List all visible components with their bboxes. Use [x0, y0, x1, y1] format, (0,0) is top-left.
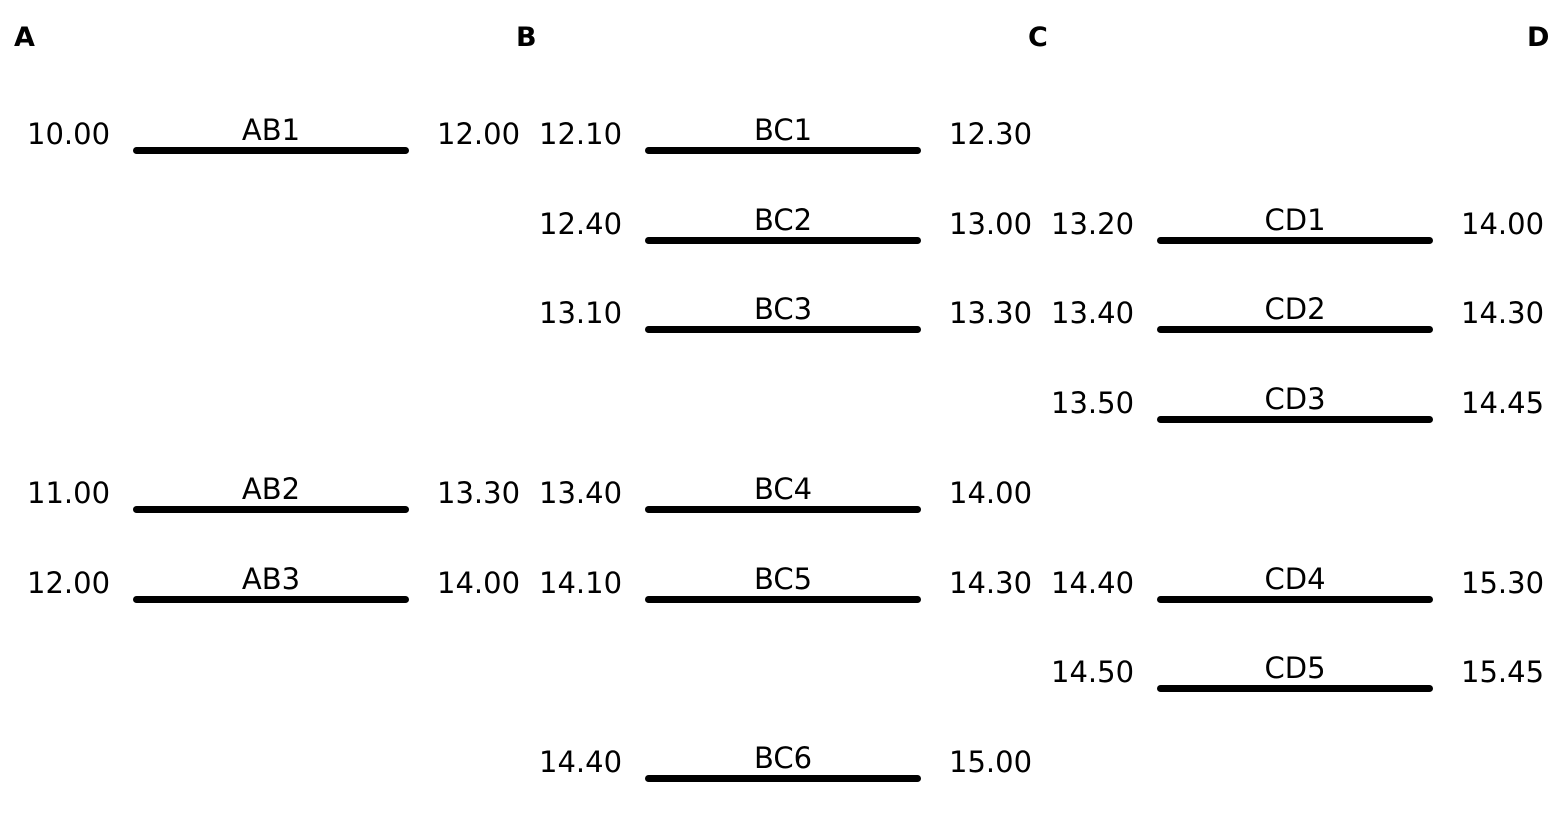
- departure-time: 12.00: [27, 565, 111, 600]
- trip-bar: [133, 505, 409, 513]
- trip-name: AB2: [241, 471, 301, 506]
- trip-bc4: BC4: [645, 472, 921, 522]
- trip-bar: [645, 505, 921, 513]
- trip-bar: [1157, 416, 1433, 424]
- departure-time: 13.50: [1051, 386, 1135, 421]
- departure-time: 14.10: [539, 565, 623, 600]
- trip-name: BC6: [753, 740, 813, 775]
- arrival-time: 14.00: [1461, 206, 1545, 241]
- trip-bar: [133, 595, 409, 603]
- trip-name: BC5: [753, 561, 813, 596]
- arrival-time: 12.00: [437, 117, 521, 151]
- trip-bar: [1157, 326, 1433, 334]
- arrival-time: 12.30: [949, 117, 1033, 151]
- arrival-time: 13.30: [437, 475, 521, 510]
- departure-time: 12.10: [539, 117, 623, 151]
- trip-ab3: AB3: [133, 562, 409, 612]
- departure-time: 14.50: [1051, 655, 1135, 690]
- departure-time: 13.20: [1051, 206, 1135, 241]
- trip-name: BC1: [753, 113, 813, 147]
- departure-time: 14.40: [539, 744, 623, 779]
- trip-cd5: CD5: [1157, 651, 1433, 701]
- trip-bc3: BC3: [645, 292, 921, 342]
- trip-bc2: BC2: [645, 203, 921, 253]
- arrival-time: 14.45: [1461, 386, 1545, 421]
- trip-bar: [1157, 685, 1433, 693]
- trip-bar: [645, 147, 921, 154]
- departure-time: 10.00: [27, 117, 111, 151]
- trip-name: BC2: [753, 202, 813, 237]
- stop-label-a: A: [14, 22, 35, 53]
- stop-label-c: C: [1028, 22, 1048, 53]
- trip-ab1: AB1: [133, 113, 409, 163]
- trip-bc1: BC1: [645, 113, 921, 163]
- departure-time: 14.40: [1051, 565, 1135, 600]
- arrival-time: 15.30: [1461, 565, 1545, 600]
- trip-bar: [1157, 236, 1433, 244]
- trip-bar: [645, 236, 921, 244]
- trip-bar: [645, 595, 921, 603]
- trip-bar: [645, 326, 921, 334]
- departure-time: 12.40: [539, 206, 623, 241]
- trip-name: CD1: [1264, 202, 1326, 237]
- trip-name: AB1: [241, 113, 301, 147]
- arrival-time: 13.30: [949, 296, 1033, 331]
- stop-label-d: D: [1527, 22, 1550, 53]
- trip-bar: [645, 774, 921, 782]
- trip-name: BC4: [753, 471, 813, 506]
- trip-bc5: BC5: [645, 562, 921, 612]
- trip-cd2: CD2: [1157, 292, 1433, 342]
- trip-bar: [133, 147, 409, 154]
- departure-time: 13.10: [539, 296, 623, 331]
- arrival-time: 15.00: [949, 744, 1033, 779]
- departure-time: 13.40: [539, 475, 623, 510]
- arrival-time: 13.00: [949, 206, 1033, 241]
- arrival-time: 14.00: [949, 475, 1033, 510]
- trip-cd3: CD3: [1157, 382, 1433, 432]
- trip-cd4: CD4: [1157, 562, 1433, 612]
- trip-ab2: AB2: [133, 472, 409, 522]
- trip-name: CD2: [1264, 292, 1326, 327]
- arrival-time: 14.30: [1461, 296, 1545, 331]
- trip-bc6: BC6: [645, 741, 921, 791]
- trip-cd1: CD1: [1157, 203, 1433, 253]
- arrival-time: 15.45: [1461, 655, 1545, 690]
- trip-name: BC3: [753, 292, 813, 327]
- arrival-time: 14.30: [949, 565, 1033, 600]
- departure-time: 13.40: [1051, 296, 1135, 331]
- trip-bar: [1157, 595, 1433, 603]
- departure-time: 11.00: [27, 475, 111, 510]
- arrival-time: 14.00: [437, 565, 521, 600]
- trip-name: CD4: [1264, 561, 1326, 596]
- trip-name: CD3: [1264, 382, 1326, 417]
- trip-name: AB3: [241, 561, 301, 596]
- trip-name: CD5: [1264, 651, 1326, 686]
- stop-label-b: B: [516, 22, 537, 53]
